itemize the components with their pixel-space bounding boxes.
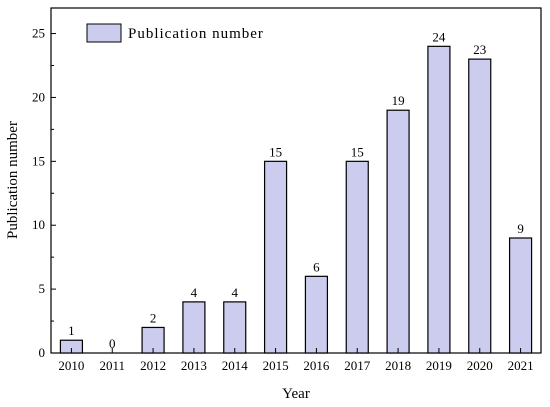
data-label-2021: 9 — [517, 221, 524, 236]
y-axis-title: Publication number — [5, 121, 21, 239]
y-tick-label: 10 — [32, 217, 45, 232]
x-tick-label-2019: 2019 — [426, 358, 452, 373]
legend-label: Publication number — [128, 26, 264, 42]
data-label-2014: 4 — [232, 285, 239, 300]
bar-2016 — [304, 275, 329, 354]
x-tick-label-2011: 2011 — [99, 358, 125, 373]
data-label-2011: 0 — [109, 336, 116, 351]
y-tick-label: 0 — [39, 345, 46, 360]
data-label-2020: 23 — [473, 42, 486, 57]
data-label-2019: 24 — [432, 29, 446, 44]
x-tick-label-2014: 2014 — [222, 358, 249, 373]
data-label-2017: 15 — [351, 144, 364, 159]
data-label-2018: 19 — [392, 93, 405, 108]
x-tick-label-2021: 2021 — [508, 358, 534, 373]
x-axis-ticks: 2010 2011 2012 2013 2014 2015 2016 2017 2018 2019… — [58, 348, 534, 373]
x-tick-label-2020: 2020 — [467, 358, 493, 373]
bar-2020 — [468, 58, 492, 354]
data-label-2016: 6 — [313, 259, 320, 274]
y-tick-label: 25 — [32, 26, 45, 41]
bar-2021 — [508, 237, 533, 354]
y-tick-label: 15 — [32, 153, 45, 168]
legend: Publication number — [86, 23, 264, 43]
bar-2019 — [427, 45, 451, 354]
x-axis-title: Year — [282, 386, 310, 402]
x-tick-label-2013: 2013 — [181, 358, 207, 373]
x-tick-label-2016: 2016 — [303, 358, 330, 373]
y-axis-ticks: 0 5 10 15 20 25 — [32, 26, 56, 360]
y-tick-label: 20 — [32, 89, 45, 104]
y-tick-label: 5 — [39, 281, 46, 296]
bar-2018 — [386, 109, 410, 354]
plot-frame — [50, 7, 542, 354]
legend-swatch — [86, 23, 122, 43]
data-label-2012: 2 — [150, 310, 157, 325]
data-label-2010: 1 — [68, 323, 75, 338]
bars — [59, 45, 533, 354]
bar-2014 — [223, 301, 247, 354]
bar-2015 — [263, 160, 288, 354]
bar-2017 — [345, 160, 369, 354]
x-tick-label-2017: 2017 — [344, 358, 371, 373]
x-tick-label-2012: 2012 — [140, 358, 166, 373]
x-tick-label-2018: 2018 — [385, 358, 411, 373]
x-tick-label-2010: 2010 — [58, 358, 84, 373]
data-label-2013: 4 — [191, 285, 198, 300]
x-tick-label-2015: 2015 — [263, 358, 289, 373]
data-label-2015: 15 — [269, 144, 282, 159]
bar-2013 — [182, 301, 206, 354]
